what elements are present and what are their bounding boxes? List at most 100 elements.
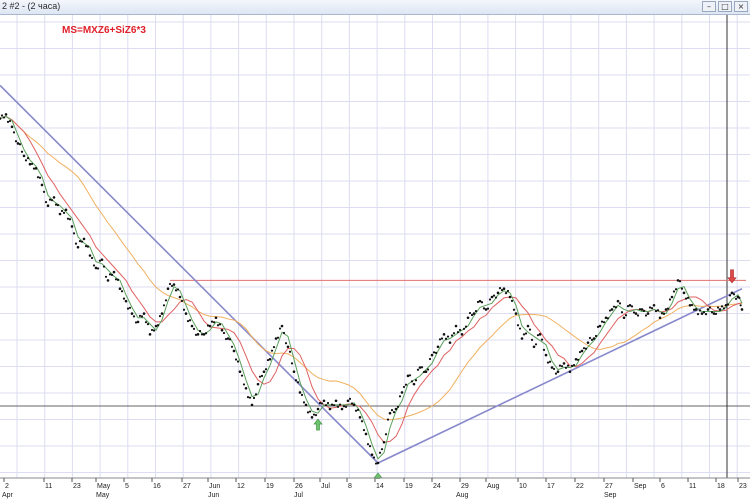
price-dot — [78, 240, 82, 243]
price-dot — [164, 299, 168, 302]
price-dot — [136, 320, 140, 324]
price-dot — [482, 307, 486, 310]
maximize-button[interactable]: □ — [718, 1, 732, 12]
price-dot — [720, 305, 724, 308]
window-title: 2 #2 - (2 часа) — [2, 1, 61, 11]
price-dot — [74, 242, 78, 245]
price-dot — [386, 418, 390, 421]
price-dot — [594, 334, 598, 338]
price-dot — [690, 303, 694, 307]
price-dot — [558, 364, 562, 367]
price-dot — [226, 337, 230, 340]
price-dot — [706, 308, 710, 311]
price-dot — [2, 116, 6, 119]
price-dot — [334, 399, 338, 403]
price-dot — [430, 353, 434, 357]
price-dot — [60, 209, 64, 213]
price-dot — [72, 232, 76, 235]
price-dot — [354, 409, 358, 412]
price-dot — [452, 332, 456, 335]
price-dot — [414, 379, 418, 382]
price-dot — [626, 305, 630, 308]
price-dot — [284, 342, 288, 345]
price-dot — [294, 379, 298, 382]
price-dot — [412, 382, 416, 386]
price-dot — [544, 353, 548, 357]
price-dot — [550, 366, 554, 369]
price-dot — [68, 218, 72, 221]
price-dot — [636, 314, 640, 317]
x-tick-label: 19 — [266, 483, 274, 490]
price-dot — [662, 312, 666, 315]
price-dot — [570, 364, 574, 367]
x-tick-label: Jul — [321, 483, 330, 490]
sell-arrow-icon — [727, 269, 737, 284]
price-dot — [716, 306, 720, 309]
price-dot — [276, 336, 280, 339]
price-dot — [336, 405, 340, 408]
price-dot — [620, 311, 624, 314]
price-dot — [272, 345, 276, 349]
price-dot — [102, 265, 106, 268]
price-dot — [98, 259, 102, 262]
price-dot — [670, 295, 674, 299]
price-dot — [146, 323, 150, 326]
price-dot — [194, 333, 198, 337]
price-dot — [30, 162, 34, 166]
price-dot — [338, 403, 342, 406]
price-dot — [100, 258, 104, 261]
price-dot — [18, 143, 22, 146]
x-tick-label: 11 — [45, 483, 52, 490]
price-dot — [388, 411, 392, 415]
ma-medium-line — [0, 115, 743, 443]
x-axis: 2 11 23 May 5 16 27 Jun 12 19 26 Jul 8 14 19 24 29 Aug 10 1… — [0, 477, 750, 500]
x-tick-label: 27 — [605, 483, 613, 490]
price-dot — [684, 297, 688, 300]
price-dot — [144, 321, 148, 324]
x-tick-label: Aug — [487, 483, 500, 490]
price-dot — [408, 374, 412, 377]
price-dot — [260, 374, 264, 377]
price-dot — [494, 296, 498, 299]
price-dot — [714, 312, 718, 315]
price-dot — [314, 414, 318, 417]
price-dot — [54, 203, 58, 206]
price-dot — [400, 391, 404, 394]
price-dot — [188, 319, 192, 322]
price-dot — [616, 299, 620, 303]
price-dot — [588, 336, 592, 340]
price-dot — [76, 245, 80, 249]
price-dot — [654, 310, 658, 313]
price-dot — [350, 402, 354, 405]
price-dot — [650, 306, 654, 310]
price-dot — [576, 358, 580, 361]
price-dot — [394, 407, 398, 411]
price-dot — [310, 416, 314, 419]
price-dot — [156, 324, 160, 327]
price-dot — [454, 324, 458, 328]
price-dot — [124, 299, 128, 303]
price-dot — [502, 287, 506, 291]
price-dot — [658, 316, 662, 320]
price-dot — [150, 328, 154, 332]
price-dot — [152, 329, 156, 332]
price-dot — [204, 332, 208, 335]
price-dot — [470, 313, 474, 317]
close-button[interactable]: × — [734, 1, 748, 12]
price-dot — [238, 370, 242, 374]
price-dot — [312, 413, 316, 416]
price-dot — [718, 308, 722, 311]
x-tick-label: 23 — [73, 483, 81, 490]
chart-lines — [0, 84, 746, 464]
price-dot — [624, 314, 628, 317]
buy-arrow-icon — [313, 418, 323, 431]
price-dot — [726, 303, 730, 306]
price-dot — [468, 311, 472, 315]
price-dot — [442, 333, 446, 336]
x-tick-label: 11 — [689, 483, 696, 490]
x-month-label: Jun — [208, 492, 219, 499]
price-dot — [38, 176, 42, 179]
ma-slow-line — [0, 115, 743, 421]
minimize-button[interactable]: – — [702, 1, 716, 12]
